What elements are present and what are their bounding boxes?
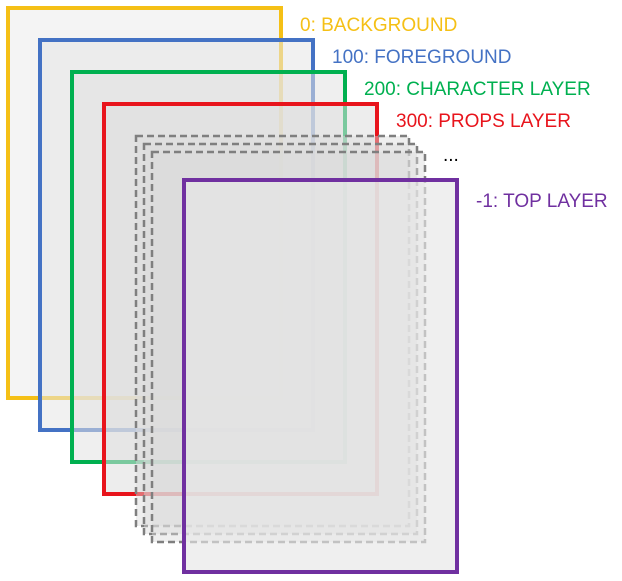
label-props: 300: PROPS LAYER — [396, 111, 571, 132]
label-foreground: 100: FOREGROUND — [332, 47, 511, 68]
layer-top — [182, 178, 459, 574]
label-ellipsis: ... — [443, 145, 459, 166]
layer-top-panel — [182, 178, 459, 574]
label-background: 0: BACKGROUND — [300, 15, 457, 36]
label-top: -1: TOP LAYER — [476, 191, 608, 212]
label-character: 200: CHARACTER LAYER — [364, 79, 591, 100]
